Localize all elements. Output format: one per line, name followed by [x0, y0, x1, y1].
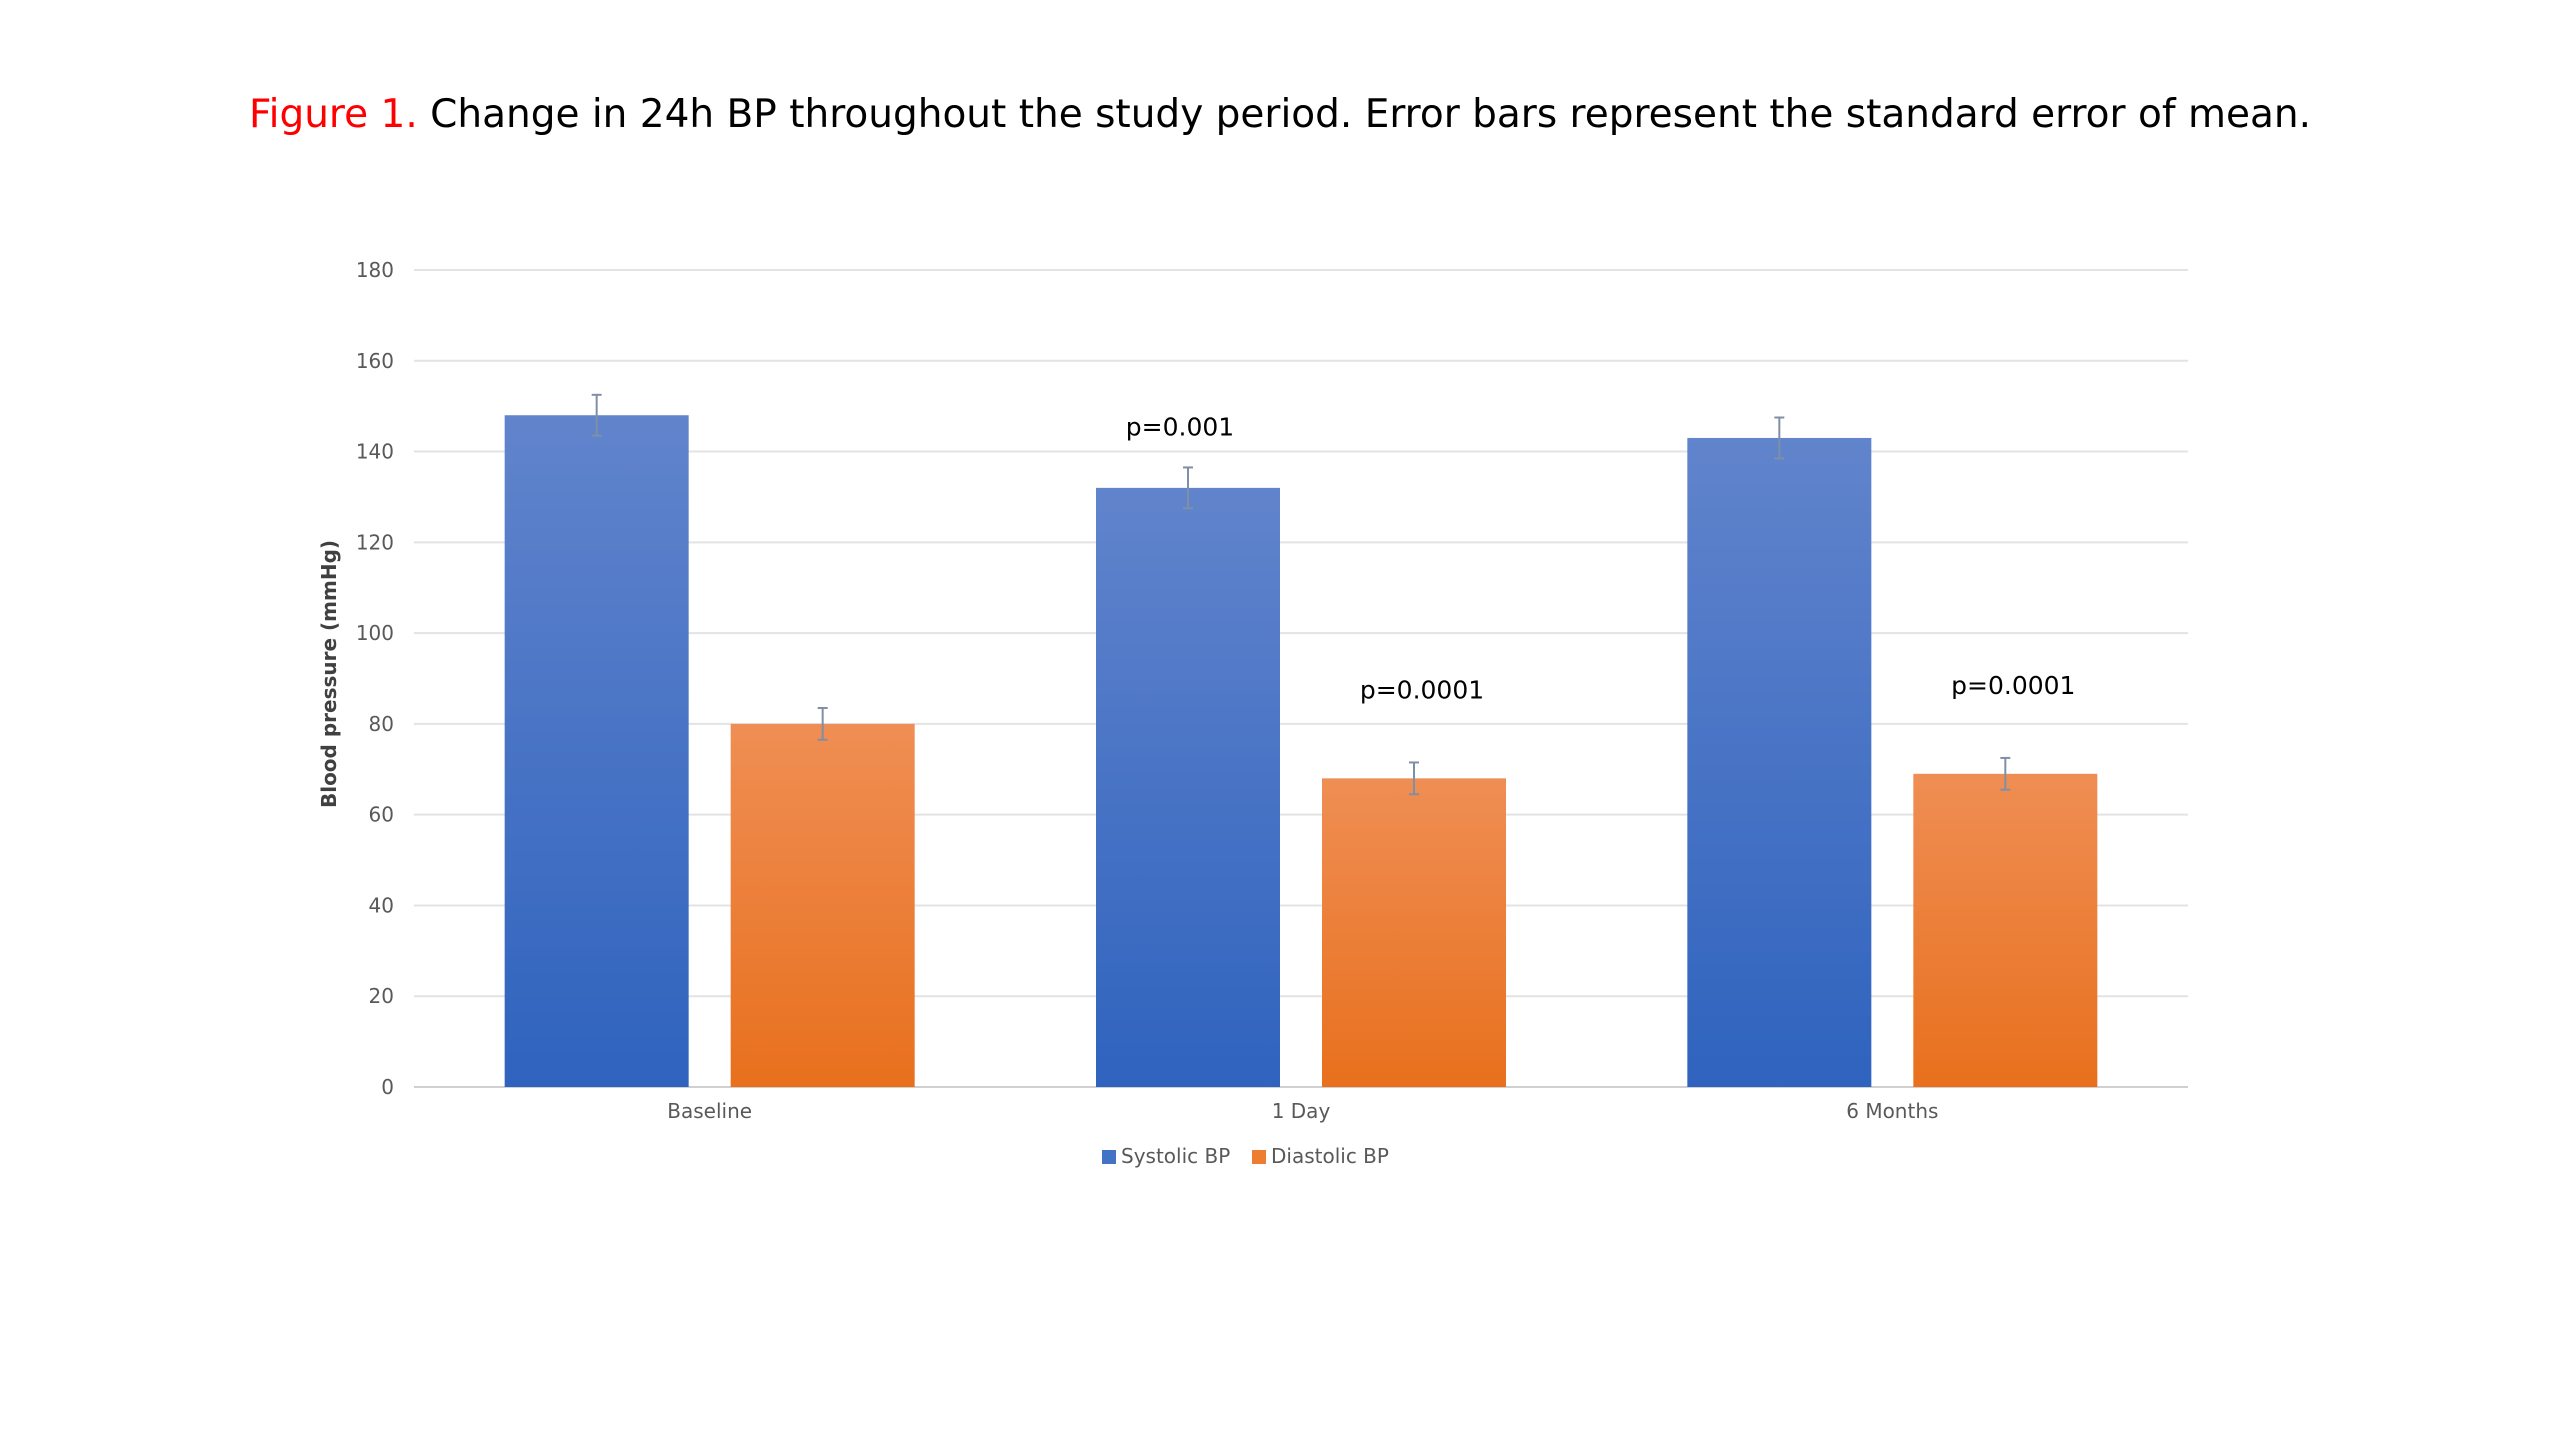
bar-systolic-bp-0 — [504, 415, 689, 1087]
p-value-annotation: p=0.0001 — [1951, 671, 2075, 700]
figure-caption-text: Change in 24h BP throughout the study pe… — [430, 92, 2311, 137]
y-tick-label: 160 — [356, 349, 394, 373]
figure-caption: Figure 1. Change in 24h BP throughout th… — [0, 92, 2560, 137]
x-axis-categories: Baseline 1 Day 6 Months — [667, 1099, 1938, 1123]
bar-diastolic-bp-2 — [1913, 773, 2098, 1087]
x-category-label: 1 Day — [1272, 1099, 1331, 1123]
figure-caption-lead: Figure 1. — [249, 92, 418, 137]
y-tick-label: 60 — [369, 803, 394, 827]
bars — [504, 415, 2098, 1087]
bar-diastolic-bp-1 — [1322, 778, 1506, 1087]
y-tick-label: 140 — [356, 440, 394, 464]
bar-systolic-bp-2 — [1687, 437, 1872, 1087]
annotations: p=0.001 p=0.0001 p=0.0001 — [1126, 412, 2076, 704]
gridlines — [414, 269, 2188, 1088]
y-tick-label: 0 — [381, 1075, 394, 1099]
y-axis-ticks: 0 20 40 60 80 100 120 140 160 180 — [356, 258, 394, 1099]
y-tick-label: 80 — [369, 712, 394, 736]
error-bars — [591, 393, 2011, 796]
y-axis-title: Blood pressure (mmHg) — [317, 540, 341, 808]
y-tick-label: 20 — [369, 984, 394, 1008]
y-tick-label: 120 — [356, 530, 394, 554]
legend-label: Diastolic BP — [1271, 1144, 1389, 1168]
legend-label: Systolic BP — [1121, 1144, 1230, 1168]
bar-diastolic-bp-0 — [730, 723, 915, 1087]
y-tick-label: 100 — [356, 621, 394, 645]
x-category-label: Baseline — [667, 1099, 752, 1123]
legend-swatch — [1102, 1150, 1116, 1164]
y-tick-label: 180 — [356, 258, 394, 282]
legend-swatch — [1252, 1150, 1266, 1164]
bar-systolic-bp-1 — [1096, 487, 1280, 1087]
p-value-annotation: p=0.0001 — [1360, 675, 1484, 704]
p-value-annotation: p=0.001 — [1126, 412, 1234, 441]
y-tick-label: 40 — [369, 893, 394, 917]
x-category-label: 6 Months — [1846, 1099, 1938, 1123]
legend: Systolic BP Diastolic BP — [1102, 1144, 1389, 1168]
